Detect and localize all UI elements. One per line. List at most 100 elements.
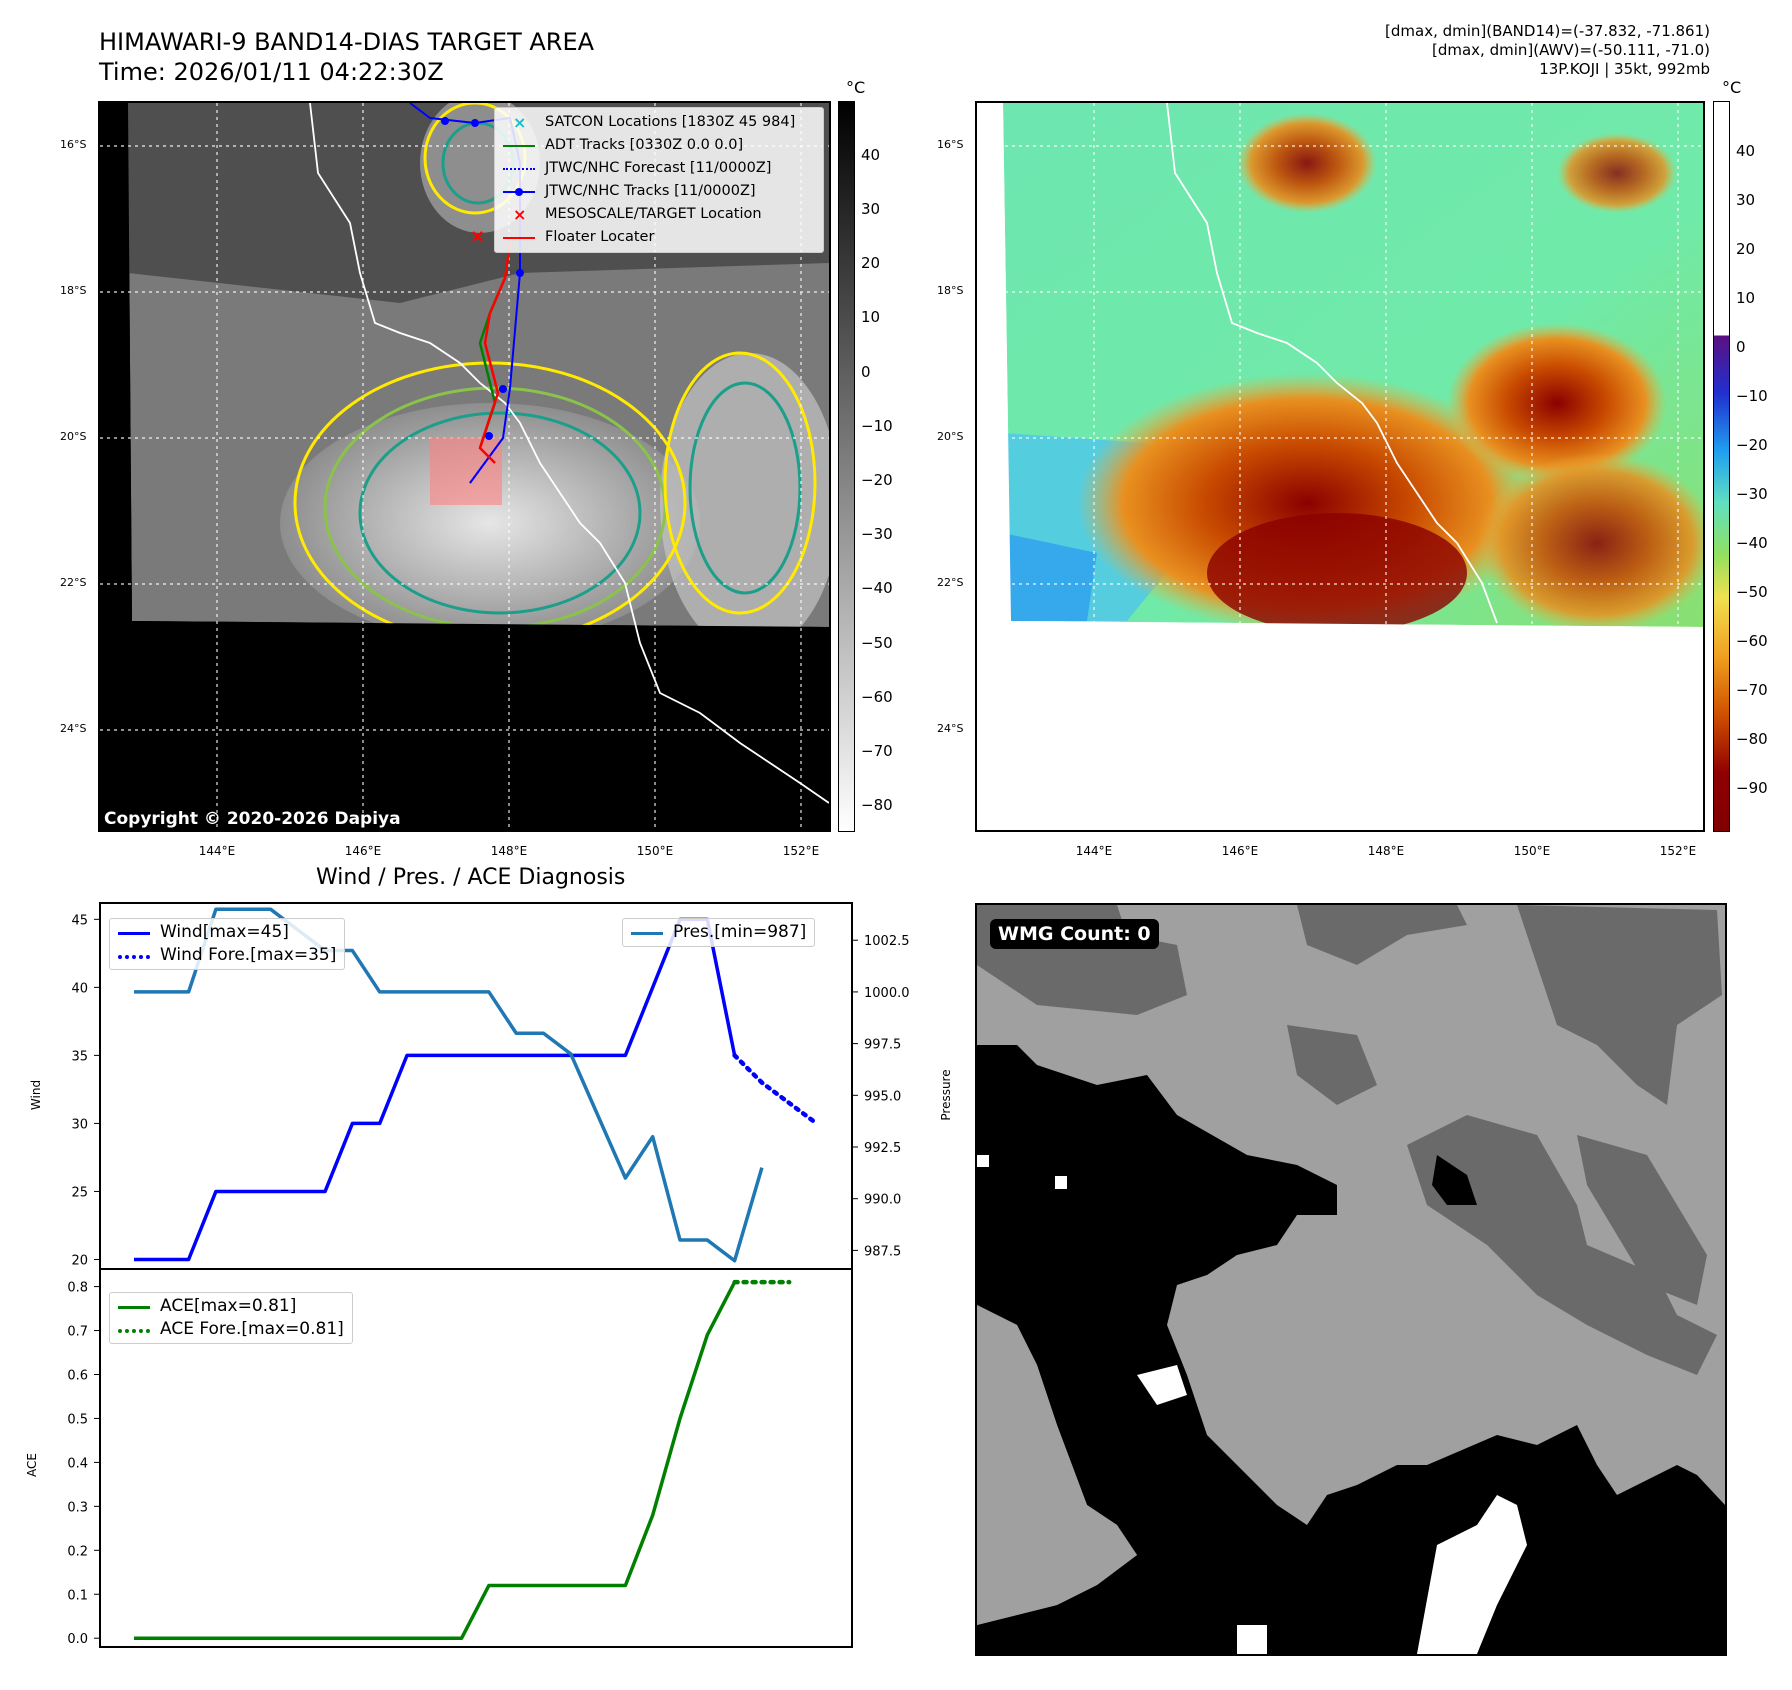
ace-axis-label: ACE xyxy=(25,1453,39,1477)
legend-target: × MESOSCALE/TARGET Location xyxy=(503,203,815,226)
cb-left-tick: 10 xyxy=(861,308,881,326)
legend-wind: Wind[max=45] xyxy=(118,921,336,944)
wmg-count-badge: WMG Count: 0 xyxy=(990,919,1159,949)
legend-adt: ADT Tracks [0330Z 0.0 0.0] xyxy=(503,134,815,157)
pressure-axis-label: Pressure xyxy=(939,1069,953,1120)
legend-jtwc-forecast: JTWC/NHC Forecast [11/0000Z] xyxy=(503,157,815,180)
ace-ytick-label: 0.4 xyxy=(67,1456,88,1471)
pressure-ytick-label: 997.5 xyxy=(864,1038,901,1053)
diagnosis-chart: 20 25 30 35 40 45 987.5 990.0 992.5 995.0 997.5 10… xyxy=(25,902,953,1648)
lat-label: 22°S xyxy=(60,576,87,589)
cb-right-tick: 20 xyxy=(1736,240,1756,258)
legend-jtwc-tracks: JTWC/NHC Tracks [11/0000Z] xyxy=(503,180,815,203)
cb-right-tick: −70 xyxy=(1736,681,1768,699)
cb-left-tick: −60 xyxy=(861,688,893,706)
pressure-series-line xyxy=(134,907,764,1263)
ace-ytick-label: 0.8 xyxy=(67,1281,88,1296)
legend-ace: ACE[max=0.81] xyxy=(118,1295,344,1318)
wind-ytick-label: 45 xyxy=(71,913,88,928)
color-colorbar xyxy=(1713,101,1730,832)
cb-right-tick: −40 xyxy=(1736,534,1768,552)
lat-label: 18°S xyxy=(937,284,964,297)
legend-ace-forecast-label: ACE Fore.[max=0.81] xyxy=(160,1319,344,1339)
legend-wind-label: Wind[max=45] xyxy=(160,922,289,942)
map-legend: × SATCON Locations [1830Z 45 984] ADT Tr… xyxy=(494,107,824,253)
cb-left-tick: −20 xyxy=(861,471,893,489)
cb-left-tick: 20 xyxy=(861,254,881,272)
adt-line-icon xyxy=(503,139,535,153)
legend-wind-forecast-label: Wind Fore.[max=35] xyxy=(160,945,337,965)
pressure-ytick-label: 1002.5 xyxy=(864,934,910,949)
info-block: [dmax, dmin](BAND14)=(-37.832, -71.861) … xyxy=(1385,22,1710,79)
info-band14-range: [dmax, dmin](BAND14)=(-37.832, -71.861) xyxy=(1385,22,1710,40)
lon-label: 152°E xyxy=(1659,844,1697,858)
wind-ytick-label: 40 xyxy=(71,981,88,996)
figure-title: HIMAWARI-9 BAND14-DIAS TARGET AREA xyxy=(99,28,595,56)
ace-forecast-dotted-icon xyxy=(118,1323,150,1337)
pressure-ytick-label: 990.0 xyxy=(864,1193,901,1208)
legend-pressure-label: Pres.[min=987] xyxy=(673,922,807,942)
lon-label: 144°E xyxy=(198,844,236,858)
legend-floater-label: Floater Locater xyxy=(545,229,655,245)
ace-series-line xyxy=(134,1281,737,1640)
figure-time: Time: 2026/01/11 04:22:30Z xyxy=(99,58,444,86)
wind-forecast-dotted-icon xyxy=(118,949,150,963)
diagnosis-title: Wind / Pres. / ACE Diagnosis xyxy=(316,865,626,890)
target-marker-icon: × xyxy=(513,204,527,224)
ace-legend: ACE[max=0.81] ACE Fore.[max=0.81] xyxy=(109,1292,353,1344)
copyright-text: Copyright © 2020-2026 Dapiya xyxy=(104,809,401,829)
cb-right-tick: 0 xyxy=(1736,338,1746,356)
cb-left-tick: −50 xyxy=(861,634,893,652)
cb-right-tick: −50 xyxy=(1736,583,1768,601)
lat-label: 16°S xyxy=(937,138,964,151)
lon-label: 146°E xyxy=(344,844,382,858)
lat-label: 18°S xyxy=(60,284,87,297)
right-colorbar-unit: °C xyxy=(1722,78,1742,97)
legend-target-label: MESOSCALE/TARGET Location xyxy=(545,206,762,222)
wind-ytick-label: 25 xyxy=(71,1185,88,1200)
cb-right-tick: −90 xyxy=(1736,779,1768,797)
track-line-icon xyxy=(503,185,535,199)
lon-label: 144°E xyxy=(1075,844,1113,858)
cb-left-tick: 0 xyxy=(861,363,871,381)
satcon-marker-icon: × xyxy=(513,112,527,132)
lon-label: 150°E xyxy=(1513,844,1551,858)
pressure-ytick-label: 1000.0 xyxy=(864,986,910,1001)
wmg-map xyxy=(975,903,1727,1656)
legend-floater: Floater Locater xyxy=(503,226,815,249)
legend-ace-forecast: ACE Fore.[max=0.81] xyxy=(118,1318,344,1341)
lat-label: 20°S xyxy=(60,430,87,443)
pressure-ytick-label: 987.5 xyxy=(864,1244,901,1259)
wind-legend: Wind[max=45] Wind Fore.[max=35] xyxy=(109,918,346,970)
pressure-ytick-label: 995.0 xyxy=(864,1089,901,1104)
pressure-line-icon xyxy=(631,926,663,940)
wind-ytick-label: 35 xyxy=(71,1049,88,1064)
cb-left-tick: −80 xyxy=(861,796,893,814)
color-map-canvas xyxy=(977,103,1703,830)
pressure-ytick-label: 992.5 xyxy=(864,1141,901,1156)
lat-label: 16°S xyxy=(60,138,87,151)
lat-label: 22°S xyxy=(937,576,964,589)
lat-label: 20°S xyxy=(937,430,964,443)
ace-ytick-label: 0.3 xyxy=(67,1500,88,1515)
ace-ytick-label: 0.0 xyxy=(67,1632,88,1647)
lat-label: 24°S xyxy=(937,722,964,735)
ace-ytick-label: 0.2 xyxy=(67,1544,88,1559)
cb-right-tick: −30 xyxy=(1736,485,1768,503)
forecast-dotted-icon xyxy=(503,162,535,176)
lon-label: 152°E xyxy=(782,844,820,858)
ace-line-icon xyxy=(118,1300,150,1314)
ace-ytick-label: 0.7 xyxy=(67,1325,88,1340)
ace-ytick-label: 0.5 xyxy=(67,1412,88,1427)
legend-tracks-label: JTWC/NHC Tracks [11/0000Z] xyxy=(545,183,756,199)
cb-left-tick: −70 xyxy=(861,742,893,760)
cb-right-tick: 40 xyxy=(1736,142,1756,160)
info-awv-range: [dmax, dmin](AWV)=(-50.111, -71.0) xyxy=(1431,41,1710,59)
cb-right-tick: −60 xyxy=(1736,632,1768,650)
legend-pressure: Pres.[min=987] xyxy=(631,921,806,944)
cb-left-tick: 40 xyxy=(861,146,881,164)
floater-line-icon xyxy=(503,231,535,245)
wmg-canvas xyxy=(977,905,1725,1654)
ace-ytick-label: 0.6 xyxy=(67,1368,88,1383)
wind-forecast-series-line xyxy=(732,1053,819,1126)
